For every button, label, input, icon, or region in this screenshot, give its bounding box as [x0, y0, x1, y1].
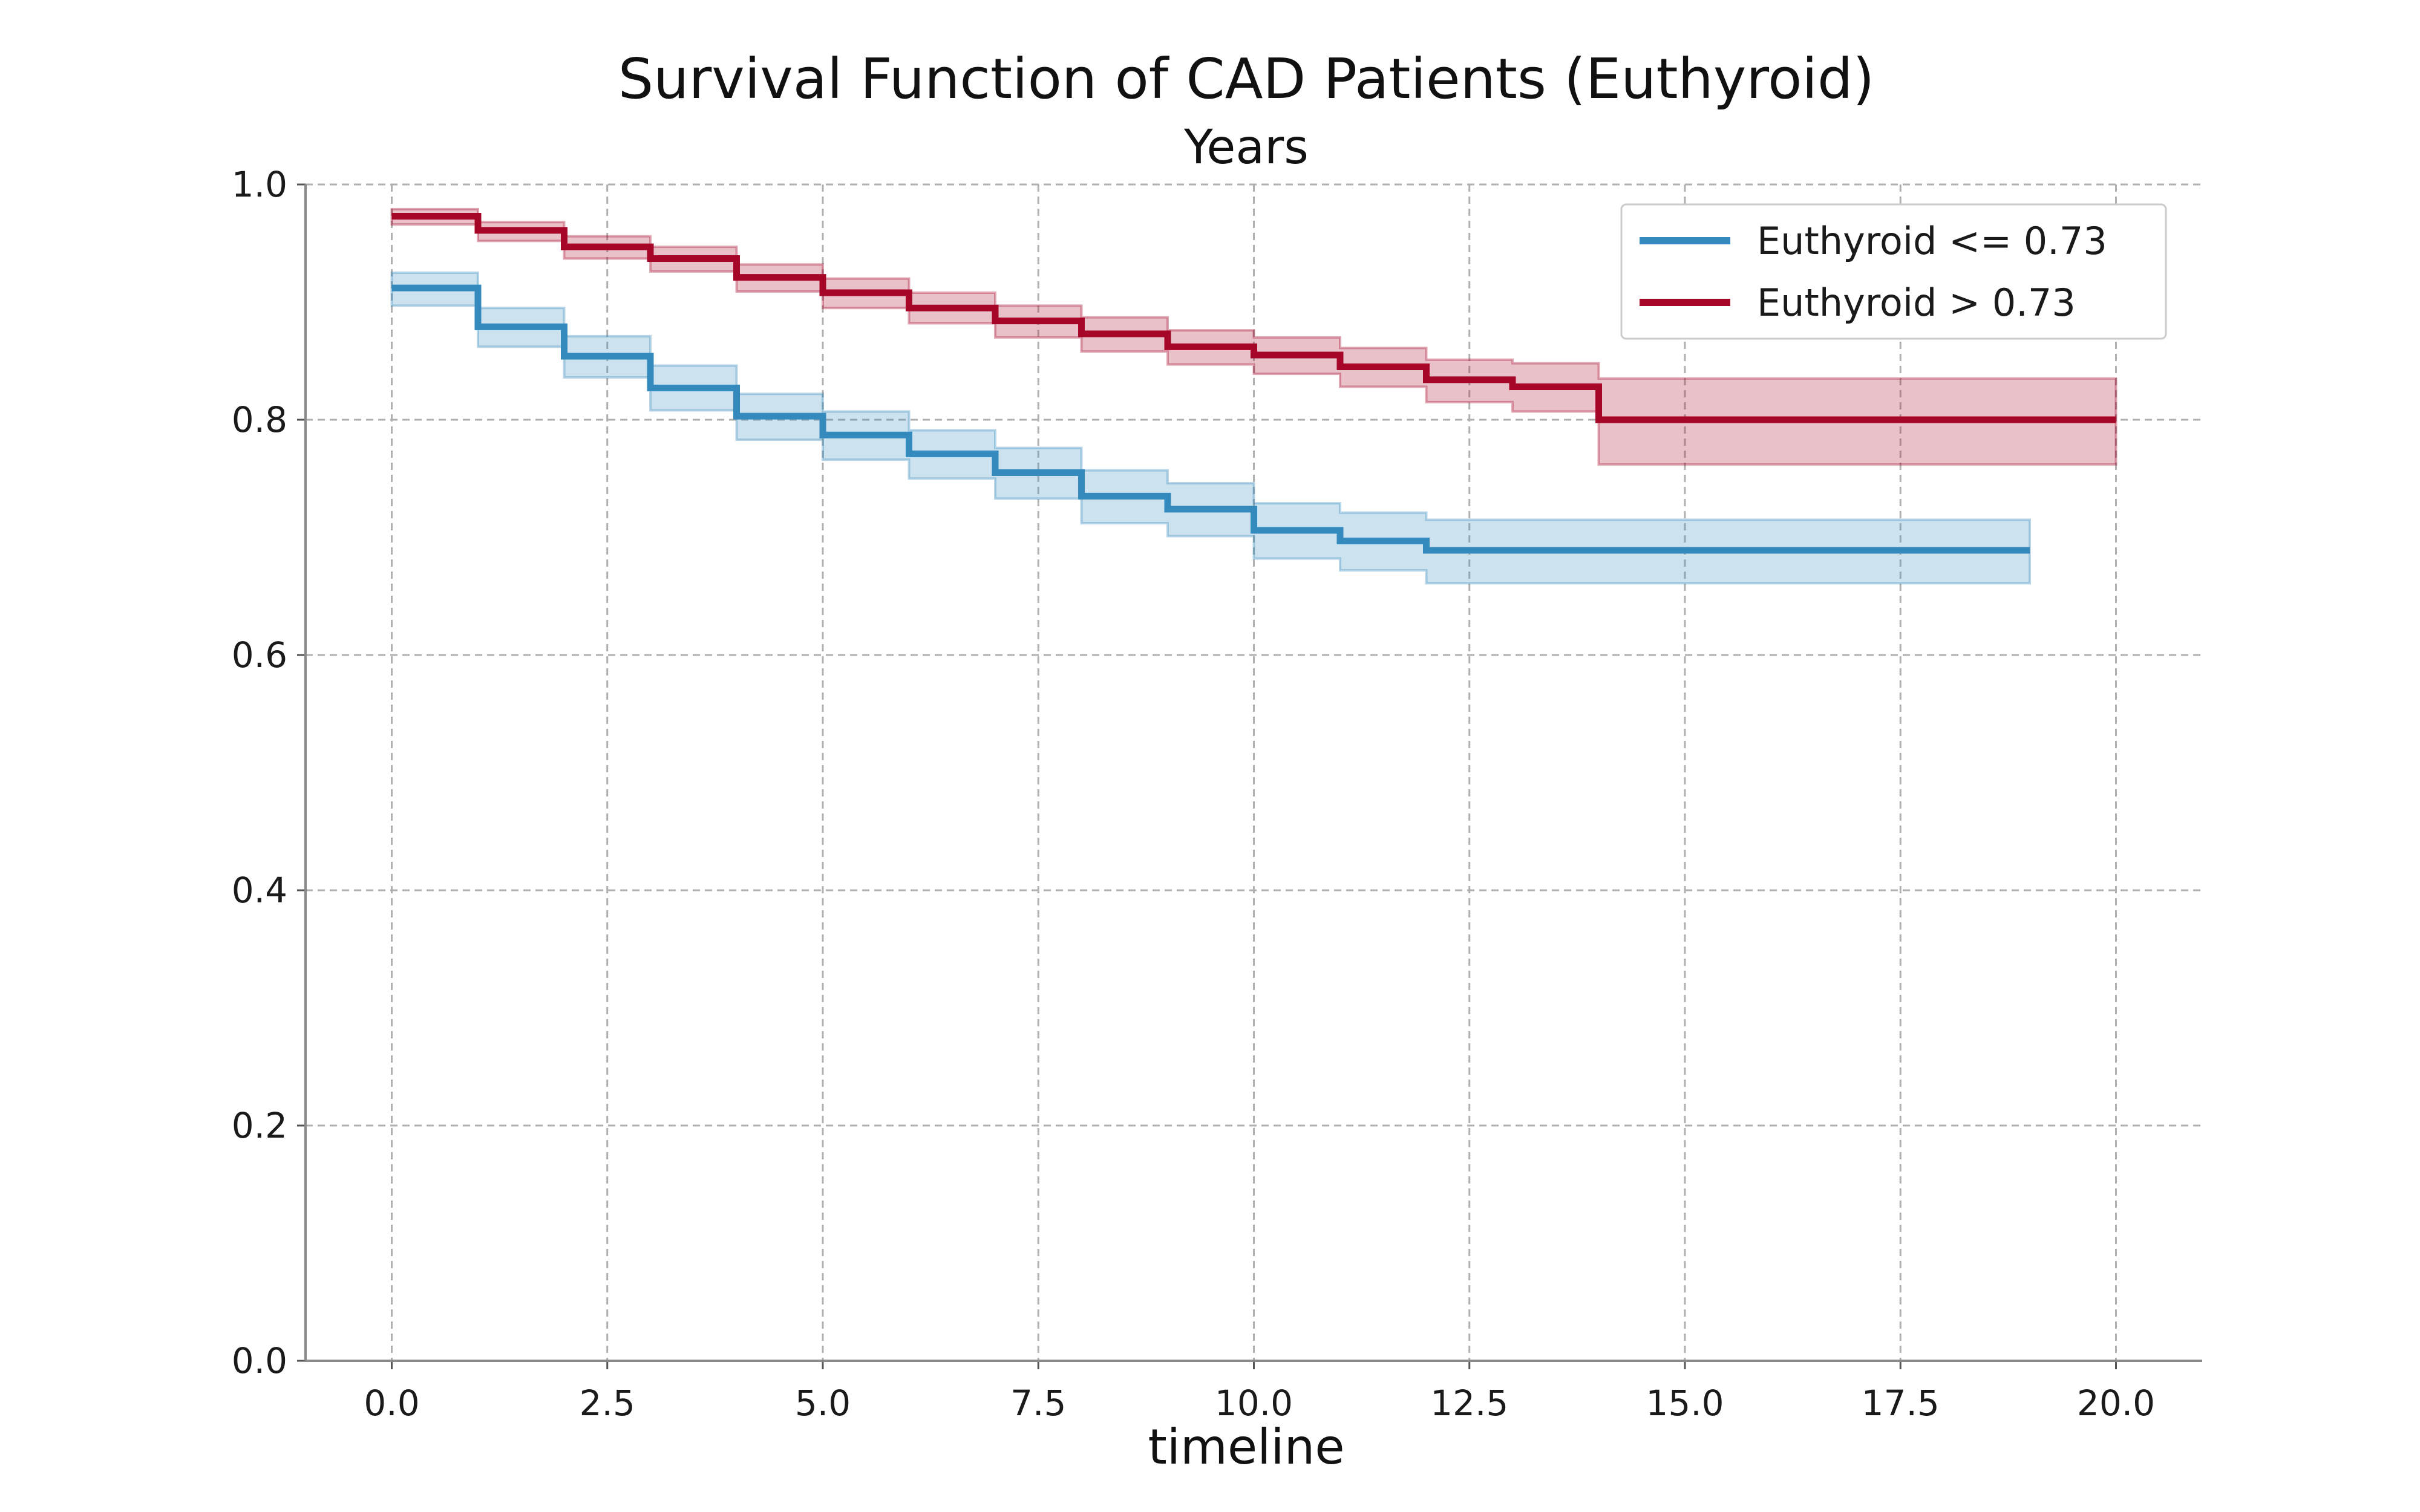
- y-tick-label: 0.8: [232, 399, 287, 440]
- x-tick-label: 12.5: [1430, 1383, 1508, 1424]
- grid-lines: [306, 183, 2202, 1361]
- x-tick-label: 7.5: [1010, 1383, 1066, 1424]
- y-tick-label: 0.2: [232, 1105, 287, 1146]
- legend: Euthyroid <= 0.73 Euthyroid > 0.73: [1620, 203, 2167, 340]
- axes: [297, 183, 2202, 1369]
- survival-line-1: [391, 213, 2116, 423]
- x-tick-label: 10.0: [1215, 1383, 1293, 1424]
- series-lines: [391, 213, 2116, 554]
- x-tick-label: 5.0: [795, 1383, 851, 1424]
- x-axis-label: timeline: [1148, 1419, 1344, 1475]
- y-tick-label: 0.6: [232, 634, 287, 676]
- legend-label-low: Euthyroid <= 0.73: [1757, 219, 2107, 263]
- x-tick-label: 0.0: [364, 1383, 419, 1424]
- y-tick-label: 0.4: [232, 870, 287, 911]
- x-tick-label: 15.0: [1646, 1383, 1724, 1424]
- tick-labels: 0.0 2.5 5.0 7.5 10.0 12.5 15.0 17.5 20.0 0.0 0.2 0.…: [232, 164, 2155, 1424]
- x-tick-label: 20.0: [2077, 1383, 2155, 1424]
- legend-box: [1620, 203, 2167, 340]
- survival-line-0: [391, 284, 2030, 554]
- chart-title: Survival Function of CAD Patients (Euthy…: [618, 47, 1875, 111]
- y-tick-label: 1.0: [232, 164, 287, 205]
- y-tick-label: 0.0: [232, 1340, 287, 1381]
- chart-subtitle: Years: [1183, 120, 1309, 175]
- legend-label-high: Euthyroid > 0.73: [1757, 281, 2076, 325]
- x-tick-label: 17.5: [1862, 1383, 1940, 1424]
- x-tick-label: 2.5: [580, 1383, 635, 1424]
